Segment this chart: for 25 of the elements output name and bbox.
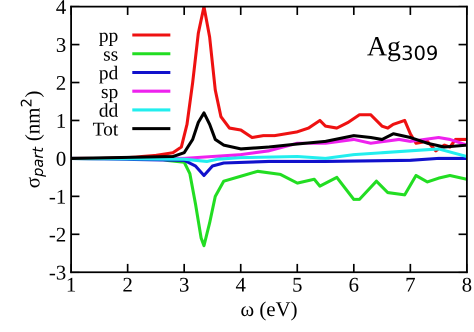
legend-label: pd <box>99 66 118 84</box>
x-tick-label: 5 <box>293 278 302 292</box>
y-axis-title: σ$_{part}$ (nm$^{2}$) <box>20 92 46 188</box>
x-tick-label: 1 <box>68 278 76 292</box>
x-axis-title: ω (eV) <box>241 302 297 320</box>
x-tick-label: 2 <box>123 278 132 292</box>
y-tick-label: 1 <box>58 114 65 128</box>
y-tick-label: -2 <box>50 228 66 242</box>
legend-label: pp <box>99 32 118 46</box>
y-tick-label: 4 <box>56 0 66 14</box>
legend-label: dd <box>100 103 118 117</box>
legend-label: ss <box>104 51 118 61</box>
annotation: Ag$_{309}$ <box>367 37 437 62</box>
x-tick-label: 7 <box>406 278 415 292</box>
y-tick-label: 3 <box>56 38 66 52</box>
x-tick-label: 6 <box>349 278 358 292</box>
y-tick-label: 2 <box>56 76 66 90</box>
legend-label: sp <box>102 88 118 102</box>
y-tick-label: 0 <box>56 152 66 166</box>
legend-label: Tot <box>92 122 118 136</box>
x-tick-label: 3 <box>180 278 189 292</box>
x-tick-label: 8 <box>462 278 472 292</box>
y-tick-label: -3 <box>50 266 66 280</box>
y-tick-label: -1 <box>50 190 65 204</box>
x-tick-label: 4 <box>236 278 246 292</box>
